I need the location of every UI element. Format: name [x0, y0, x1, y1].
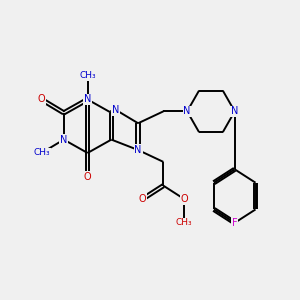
Text: CH₃: CH₃ [33, 148, 50, 158]
Text: CH₃: CH₃ [33, 148, 50, 158]
Text: CH₃: CH₃ [79, 71, 96, 80]
Text: O: O [139, 194, 146, 204]
Text: CH₃: CH₃ [176, 218, 193, 227]
Text: O: O [180, 194, 188, 204]
Text: O: O [84, 172, 92, 182]
Text: N: N [112, 105, 119, 115]
Text: N: N [231, 106, 238, 116]
Text: CH₃: CH₃ [79, 71, 96, 80]
Text: N: N [134, 145, 142, 155]
Text: N: N [184, 106, 191, 116]
Text: N: N [84, 94, 91, 104]
Text: O: O [180, 194, 188, 204]
Text: O: O [38, 94, 45, 104]
Text: N: N [60, 135, 68, 145]
Text: F: F [232, 218, 238, 228]
Text: CH₃: CH₃ [176, 218, 193, 227]
